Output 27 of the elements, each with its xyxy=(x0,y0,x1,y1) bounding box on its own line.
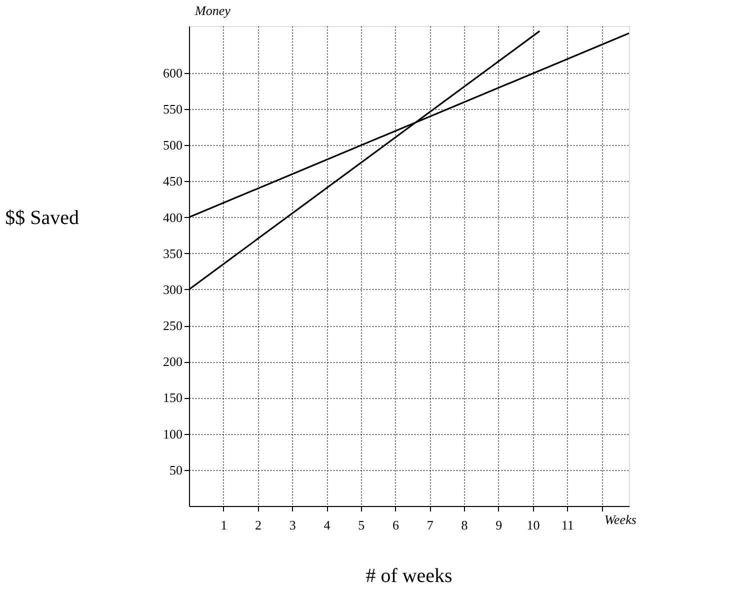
x-tick-label: 8 xyxy=(461,518,468,532)
x-tick-label: 9 xyxy=(496,518,502,532)
y-tick-label: 50 xyxy=(170,462,182,478)
x-tick-label: 4 xyxy=(324,518,331,532)
x-tick-label: 2 xyxy=(255,518,262,532)
text: # of weeks xyxy=(366,565,453,587)
x-tick-label: 10 xyxy=(526,518,540,532)
y-tick-label: 100 xyxy=(163,426,182,442)
x-tick-label: 5 xyxy=(358,518,365,532)
x-tick-label: 3 xyxy=(289,518,296,532)
x-tick-label: 6 xyxy=(392,518,400,532)
x-axis-title: Weeks xyxy=(604,512,636,527)
y-tick-label: 450 xyxy=(163,174,182,189)
x-tick-label: 1 xyxy=(220,518,228,532)
y-tick-label: 600 xyxy=(163,65,182,80)
y-tick-label: 250 xyxy=(163,318,182,334)
y-tick-label: 500 xyxy=(163,138,182,153)
y-tick-label: 300 xyxy=(163,282,182,297)
y-tick-label: 400 xyxy=(163,210,182,225)
y-axis-title: Money xyxy=(194,3,231,18)
y-tick-label: 150 xyxy=(163,390,182,406)
x-tick-label: 11 xyxy=(561,518,574,532)
y-tick-label: 200 xyxy=(163,354,182,370)
y-tick-label: 350 xyxy=(163,246,182,261)
text: $$ Saved xyxy=(5,207,79,229)
y-tick-label: 550 xyxy=(163,102,182,117)
x-tick-label: 7 xyxy=(426,518,434,532)
